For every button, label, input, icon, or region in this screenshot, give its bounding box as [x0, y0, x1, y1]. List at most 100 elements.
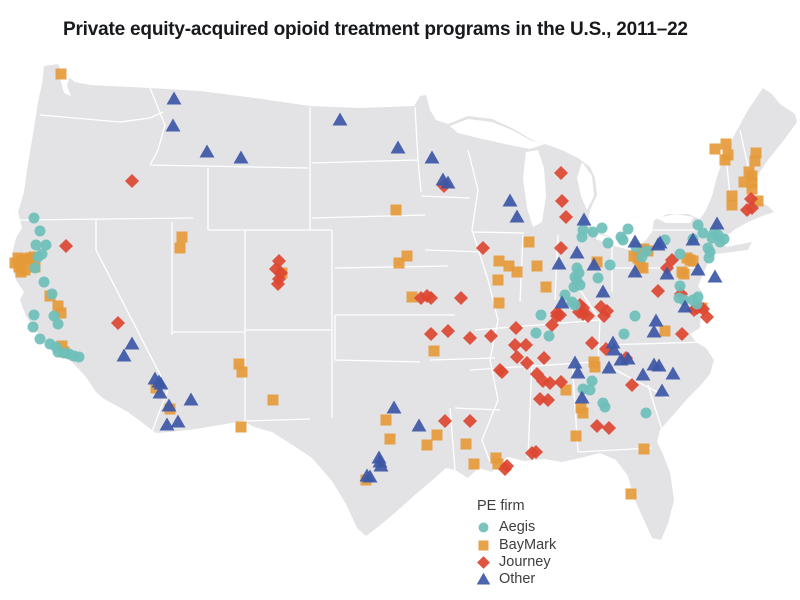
marker-baymark: [174, 242, 186, 254]
marker-baymark: [591, 256, 603, 268]
marker-aegis: [46, 288, 58, 300]
marker-aegis: [28, 212, 40, 224]
marker-other: [690, 262, 706, 276]
legend-square-icon: [478, 540, 489, 551]
marker-aegis: [32, 251, 44, 263]
marker-journey: [268, 261, 284, 277]
marker-journey: [552, 307, 568, 323]
marker-aegis: [692, 219, 704, 231]
marker-aegis: [584, 384, 596, 396]
state-border-line: [424, 249, 486, 253]
marker-baymark: [750, 147, 762, 159]
marker-other: [152, 385, 168, 399]
marker-other: [390, 140, 406, 154]
marker-baymark: [421, 439, 433, 451]
marker-journey: [553, 374, 569, 390]
state-border-line: [19, 217, 194, 221]
marker-aegis: [569, 299, 581, 311]
marker-baymark: [176, 231, 188, 243]
state-border-line: [527, 361, 533, 459]
marker-other: [554, 295, 570, 309]
marker-aegis: [592, 272, 604, 284]
state-border-line: [311, 159, 419, 164]
marker-journey: [624, 377, 640, 393]
marker-baymark: [12, 252, 24, 264]
marker-baymark: [726, 190, 738, 202]
state-border-line: [95, 219, 169, 391]
marker-journey: [528, 444, 544, 460]
marker-journey: [593, 299, 609, 315]
marker-aegis: [629, 310, 641, 322]
marker-aegis: [697, 227, 709, 239]
marker-baymark: [589, 361, 601, 373]
marker-baymark: [384, 433, 396, 445]
marker-baymark: [493, 255, 505, 267]
marker-journey: [58, 238, 74, 254]
marker-journey: [540, 392, 556, 408]
lake-shape: [523, 150, 546, 227]
legend-item-other: Other: [477, 571, 556, 588]
marker-journey: [499, 458, 515, 474]
marker-aegis: [30, 239, 42, 251]
marker-journey: [650, 283, 666, 299]
marker-aegis: [38, 276, 50, 288]
state-border-line: [417, 159, 422, 193]
chart-title: Private equity-acquired opioid treatment…: [63, 19, 688, 40]
marker-baymark: [55, 68, 67, 80]
marker-baymark: [738, 176, 750, 188]
state-border-line: [467, 149, 499, 463]
marker-baymark: [431, 429, 443, 441]
marker-journey: [483, 328, 499, 344]
marker-other: [165, 118, 181, 132]
marker-other: [635, 367, 651, 381]
marker-aegis: [587, 226, 599, 238]
marker-other: [677, 299, 693, 313]
marker-journey: [423, 290, 439, 306]
marker-journey: [519, 355, 535, 371]
state-border-line: [149, 87, 166, 166]
marker-other: [685, 232, 701, 246]
marker-aegis: [708, 227, 720, 239]
marker-baymark: [625, 488, 637, 500]
marker-aegis: [596, 222, 608, 234]
lake-shape: [450, 119, 545, 149]
marker-other: [332, 112, 348, 126]
marker-baymark: [746, 183, 758, 195]
marker-other: [386, 400, 402, 414]
marker-baymark: [637, 262, 649, 274]
marker-journey: [453, 290, 469, 306]
marker-aegis: [73, 351, 85, 363]
marker-journey: [744, 200, 760, 216]
marker-other: [627, 264, 643, 278]
marker-other: [659, 266, 675, 280]
marker-journey: [598, 341, 614, 357]
marker-journey: [584, 335, 600, 351]
marker-other: [170, 414, 186, 428]
marker-baymark: [570, 430, 582, 442]
marker-journey: [589, 418, 605, 434]
marker-aegis: [586, 375, 598, 387]
marker-other: [651, 358, 667, 372]
marker-journey: [509, 349, 525, 365]
marker-other: [424, 150, 440, 164]
marker-aegis: [615, 231, 627, 243]
marker-baymark: [659, 325, 671, 337]
marker-baymark: [709, 143, 721, 155]
marker-baymark: [401, 250, 413, 262]
marker-journey: [596, 308, 612, 324]
marker-journey: [532, 391, 548, 407]
marker-other: [574, 390, 590, 404]
marker-baymark: [468, 458, 480, 470]
marker-journey: [110, 315, 126, 331]
marker-baymark: [493, 297, 505, 309]
marker-baymark: [523, 236, 535, 248]
marker-other: [161, 398, 177, 412]
marker-other: [646, 324, 662, 338]
marker-journey: [553, 165, 569, 181]
marker-other: [411, 418, 427, 432]
state-border-line: [471, 231, 525, 234]
marker-baymark: [503, 260, 515, 272]
state-border-line: [149, 164, 309, 169]
marker-journey: [518, 337, 534, 353]
